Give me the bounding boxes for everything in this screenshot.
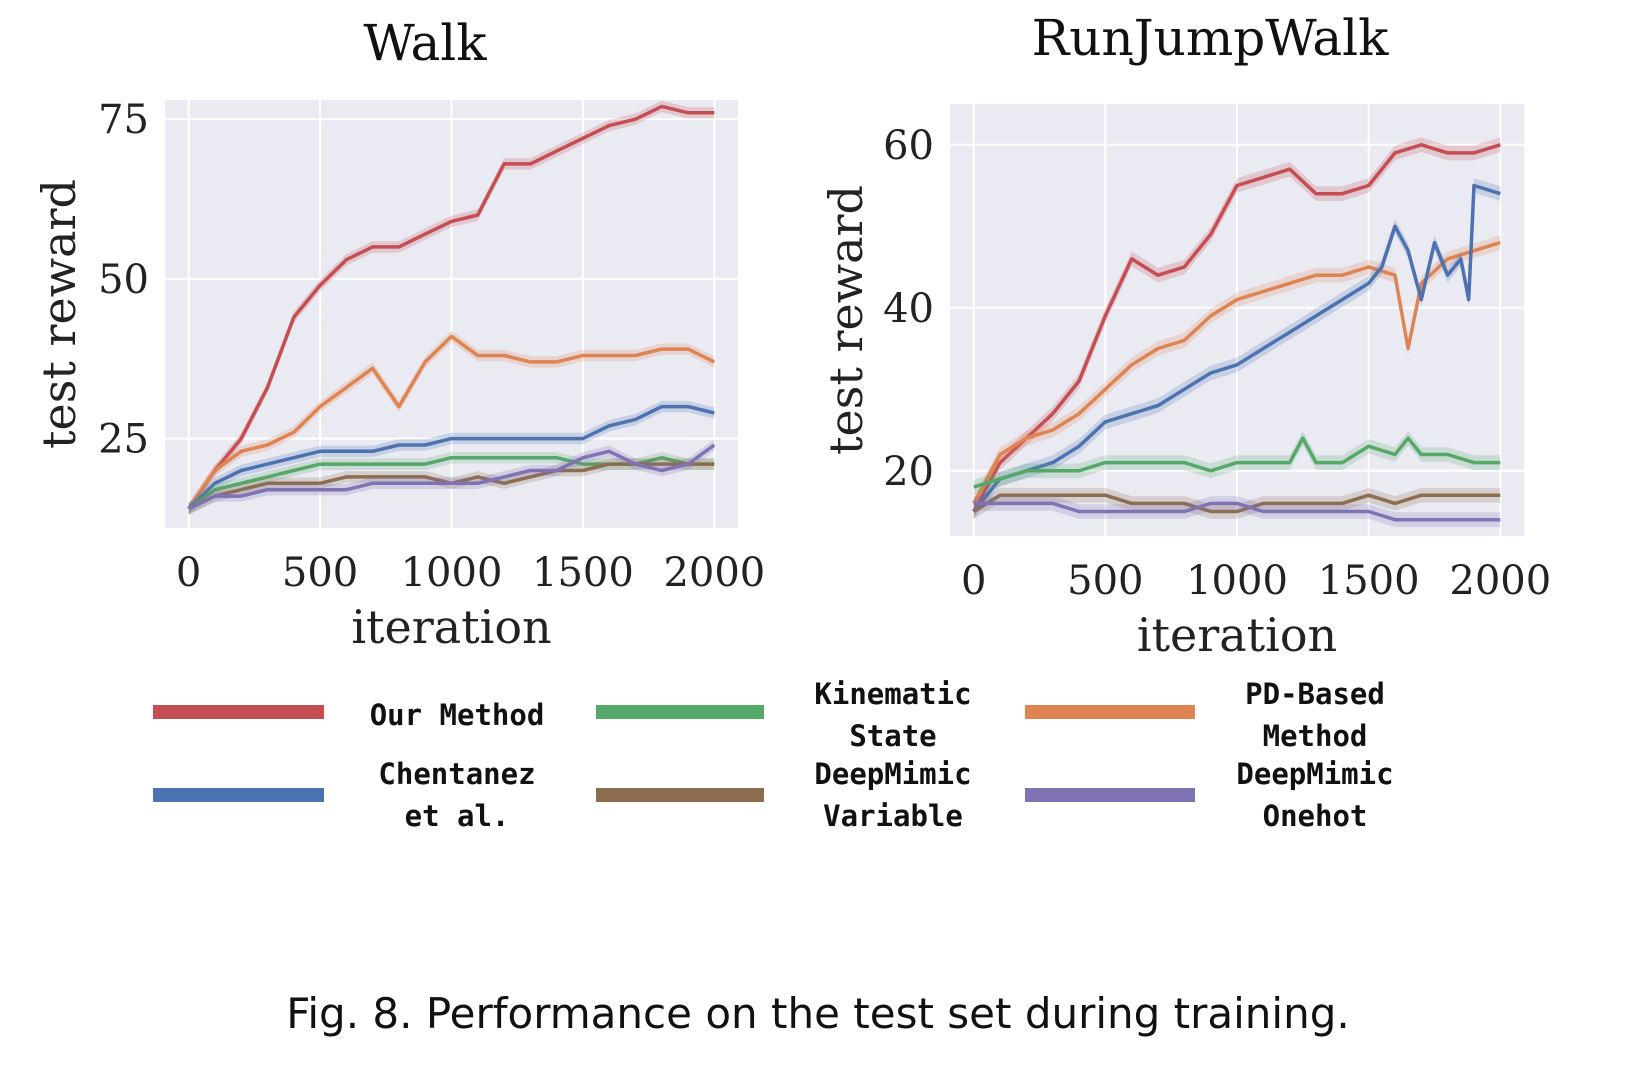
y-tick-label: 50 — [98, 257, 149, 303]
series-band-kinematic — [188, 452, 715, 515]
x-tick-label: 1000 — [1186, 558, 1288, 604]
legend-label-deepmimic_onehot: Onehot — [1263, 799, 1368, 833]
series-line-deepmimic_onehot — [973, 501, 1501, 522]
chart-title: Walk — [363, 14, 487, 72]
series-line-pd — [187, 334, 716, 510]
y-tick-label: 25 — [98, 417, 149, 463]
x-tick-label: 0 — [176, 550, 201, 596]
x-tick-label: 0 — [961, 558, 986, 604]
x-tick-label: 2000 — [663, 550, 765, 596]
legend-label-pd: Method — [1263, 719, 1368, 753]
series-line-our — [972, 143, 1501, 513]
walk-chart: 0 500 1000 1500 2000 25 50 75 Walk iteration test … — [32, 14, 765, 654]
series-band-deepmimic_var — [188, 458, 715, 515]
y-tick-label: 40 — [883, 286, 934, 332]
legend: Our Method Kinematic State PD-Based Method Ch… — [153, 677, 1394, 833]
y-axis-label: test reward — [819, 185, 873, 455]
series-line-deepmimic_onehot — [187, 443, 716, 511]
x-axis-label: iteration — [1137, 608, 1337, 662]
y-axis-label: test reward — [32, 179, 86, 449]
legend-label-pd: PD-Based — [1245, 677, 1385, 711]
legend-label-chentanez: et al. — [405, 799, 510, 833]
x-tick-label: 1000 — [401, 550, 503, 596]
x-tick-label: 1500 — [532, 550, 634, 596]
x-tick-label: 500 — [1067, 558, 1143, 604]
legend-label-deepmimic_var: Variable — [823, 799, 963, 833]
legend-label-chentanez: Chentanez — [378, 757, 535, 791]
series-line-deepmimic_var — [972, 493, 1501, 514]
y-tick-label: 75 — [98, 97, 149, 143]
y-tick-label: 60 — [883, 123, 934, 169]
legend-label-kinematic: Kinematic — [814, 677, 971, 711]
series-line-chentanez — [972, 183, 1501, 513]
figure-caption: Fig. 8. Performance on the test set duri… — [286, 989, 1349, 1038]
series-band-pd — [973, 235, 1501, 511]
x-axis-label: iteration — [351, 600, 551, 654]
legend-label-our: Our Method — [370, 698, 545, 732]
runjumpwalk-chart: 0 500 1000 1500 2000 20 40 60 RunJumpWalk iterati… — [819, 9, 1551, 662]
y-tick-label: 20 — [883, 449, 934, 495]
series-line-kinematic — [973, 436, 1501, 489]
chart-title: RunJumpWalk — [1032, 9, 1390, 67]
series-line-chentanez — [187, 404, 715, 511]
legend-label-deepmimic_onehot: DeepMimic — [1236, 757, 1393, 791]
series-line-pd — [972, 240, 1501, 505]
legend-label-deepmimic_var: DeepMimic — [814, 757, 971, 791]
series-line-our — [187, 104, 715, 510]
x-tick-label: 1500 — [1318, 558, 1420, 604]
x-tick-label: 500 — [282, 550, 358, 596]
x-tick-label: 2000 — [1449, 558, 1551, 604]
legend-label-kinematic: State — [849, 719, 936, 753]
